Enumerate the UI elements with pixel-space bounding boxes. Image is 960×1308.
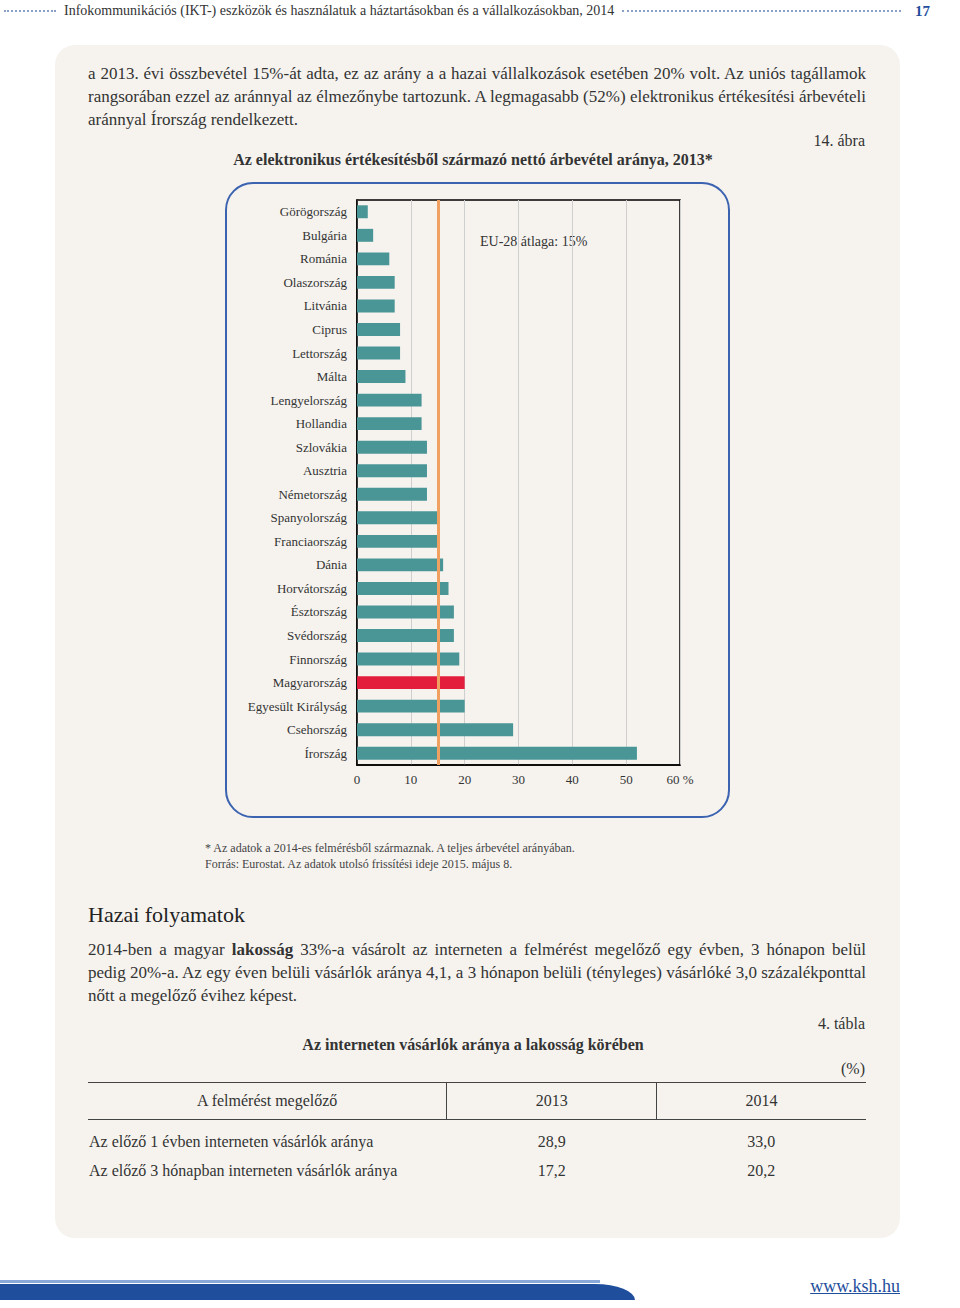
svg-text:Lettország: Lettország (292, 346, 347, 361)
html-text:a 2013. évi összbevétel 15%-át: a 2013. évi összbevétel 15%-át adta, ez … (88, 64, 866, 129)
svg-text:40: 40 (566, 772, 579, 787)
svg-text:Spanyolország: Spanyolország (270, 510, 347, 525)
svg-text:50: 50 (620, 772, 633, 787)
svg-text:Egyesült Királyság: Egyesült Királyság (248, 699, 348, 714)
svg-text:20: 20 (458, 772, 471, 787)
html-text:Az előző 3 hónapban interneten: Az előző 3 hónapban interneten vásárlók … (89, 1161, 398, 1179)
svg-text:Görögország: Görögország (280, 204, 348, 219)
svg-text:Litvánia: Litvánia (304, 298, 348, 313)
svg-text:EU-28 átlaga: 15%: EU-28 átlaga: 15% (480, 234, 588, 249)
html-text:17: 17 (915, 2, 930, 19)
html-text:Az interneten vásárlók aránya: Az interneten vásárlók aránya a lakosság… (302, 1036, 644, 1053)
svg-text:60 %: 60 % (666, 772, 693, 787)
svg-text:Észtország: Észtország (291, 604, 348, 619)
html-text:A felmérést megelőző: A felmérést megelőző (197, 1092, 338, 1109)
svg-text:Magyarország: Magyarország (273, 675, 348, 690)
svg-text:Szlovákia: Szlovákia (296, 440, 347, 455)
svg-text:0: 0 (354, 772, 361, 787)
html-text:33,0: 33,0 (747, 1132, 776, 1150)
svg-text:Hollandia: Hollandia (296, 416, 347, 431)
svg-text:Svédország: Svédország (287, 628, 347, 643)
html-text:2014: 2014 (745, 1092, 778, 1109)
svg-text:Horvátország: Horvátország (277, 581, 348, 596)
svg-text:Franciaország: Franciaország (274, 534, 347, 549)
svg-text:Bulgária: Bulgária (302, 228, 347, 243)
svg-text:Ausztria: Ausztria (303, 463, 347, 478)
html-text:2014-ben a magyar lakosság 33%: 2014-ben a magyar lakosság 33%-a vásárol… (88, 940, 866, 1005)
html-text:www.ksh.hu: www.ksh.hu (810, 1276, 900, 1296)
svg-text:Dánia: Dánia (316, 557, 347, 572)
html-text:2013: 2013 (535, 1092, 568, 1109)
svg-text:Csehország: Csehország (287, 722, 347, 737)
svg-text:Ciprus: Ciprus (312, 322, 347, 337)
svg-text:Lengyelország: Lengyelország (270, 393, 347, 408)
html-text:Infokommunikációs (IKT-) eszkö: Infokommunikációs (IKT-) eszközök és has… (64, 3, 615, 18)
html-text:20,2: 20,2 (747, 1161, 776, 1179)
html-text:4. tábla: 4. tábla (817, 1015, 865, 1032)
svg-text:Németország: Németország (278, 487, 347, 502)
html-text:* Az adatok a 2014-es felmérés: * Az adatok a 2014-es felmérésből szárma… (205, 841, 575, 855)
html-text:Forrás: Eurostat. Az adatok ut: Forrás: Eurostat. Az adatok utolsó friss… (205, 857, 513, 871)
html-text:17,2: 17,2 (537, 1161, 566, 1179)
svg-text:Finnország: Finnország (289, 652, 347, 667)
svg-text:Málta: Málta (317, 369, 348, 384)
svg-text:Románia: Románia (300, 251, 347, 266)
html-text:14. ábra: 14. ábra (813, 132, 865, 149)
svg-text:30: 30 (512, 772, 525, 787)
svg-text:10: 10 (404, 772, 417, 787)
html-text:Az elektronikus értékesítésből: Az elektronikus értékesítésből származó … (233, 151, 713, 168)
svg-text:Olaszország: Olaszország (283, 275, 347, 290)
html-text:28,9: 28,9 (537, 1132, 566, 1150)
svg-text:Írország: Írország (304, 746, 347, 761)
html-text:Hazai folyamatok: Hazai folyamatok (88, 902, 245, 927)
html-text:Az előző 1 évben interneten vá: Az előző 1 évben interneten vásárlók ará… (89, 1132, 374, 1150)
